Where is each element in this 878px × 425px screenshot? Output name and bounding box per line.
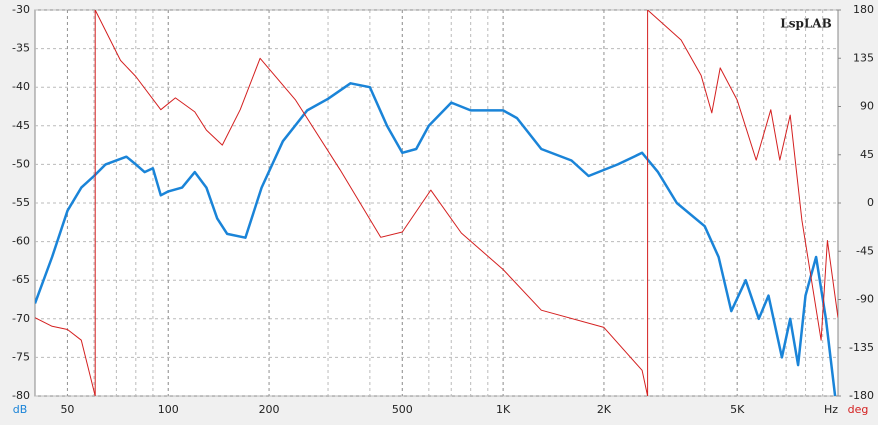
x-tick-label: 50 [60,403,74,416]
y-tick-label: -30 [12,3,30,16]
x-tick-label: 500 [392,403,413,416]
y-tick-label: -60 [12,235,30,248]
y-tick-label: -65 [12,273,30,286]
x-axis-label: Hz [824,403,838,416]
y2-tick-label: 90 [860,100,874,113]
y-tick-label: -80 [12,389,30,402]
series-line [35,82,837,396]
x-tick-label: 100 [158,403,179,416]
x-tick-label: 2K [597,403,612,416]
x-tick-label: 5K [730,403,745,416]
y2-tick-label: 135 [853,51,874,64]
y2-tick-label: 0 [867,196,874,209]
y2-tick-label: -90 [856,293,874,306]
y2-tick-label: -180 [849,389,874,402]
y-tick-label: -55 [12,196,30,209]
series-line [35,10,838,396]
y-tick-label: -40 [12,80,30,93]
y-tick-label: -35 [12,42,30,55]
y2-tick-label: -135 [849,341,874,354]
y-tick-label: -45 [12,119,30,132]
y-tick-label: -75 [12,350,30,363]
y2-axis-label: deg [848,403,869,416]
y-axis-label: dB [13,403,28,416]
y2-tick-label: 45 [860,148,874,161]
x-tick-label: 200 [259,403,280,416]
y-tick-label: -70 [12,312,30,325]
y-tick-label: -50 [12,157,30,170]
y2-tick-label: 180 [853,3,874,16]
x-tick-label: 1K [496,403,511,416]
y2-tick-label: -45 [856,244,874,257]
